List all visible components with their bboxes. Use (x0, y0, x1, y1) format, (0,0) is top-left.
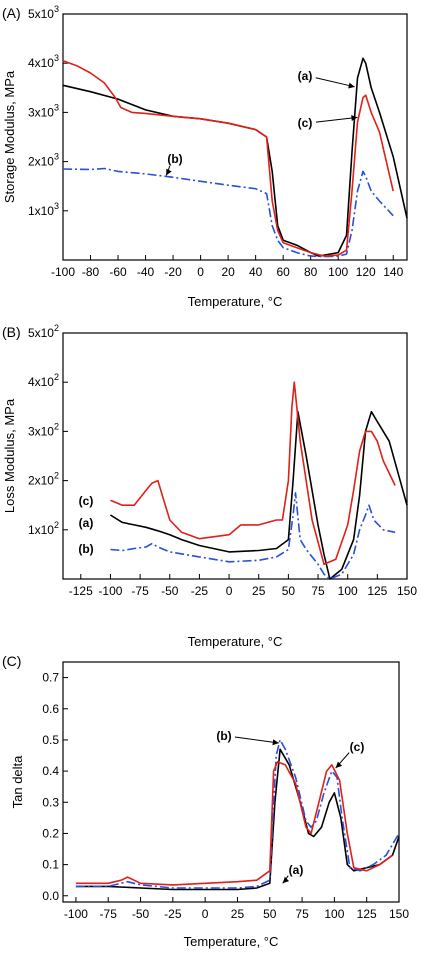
series-line-c (110, 381, 396, 566)
y-tick-label: 5x102 (28, 323, 59, 340)
series-line-b (110, 492, 396, 580)
x-tick-label: 0 (197, 265, 204, 279)
y-tick-label: 0.6 (42, 702, 59, 716)
y-axis-title: Tan delta (10, 755, 25, 809)
x-tick-label: -25 (191, 584, 209, 598)
y-tick-label: 0.4 (42, 764, 59, 778)
x-tick-label: 50 (282, 584, 296, 598)
plot-frame (62, 13, 408, 261)
annotation-arrowhead (351, 114, 358, 121)
annotation-arrow (315, 116, 358, 123)
x-tick-label: -100 (98, 584, 122, 598)
series-line-c (75, 760, 393, 886)
x-tick-label: 120 (356, 265, 376, 279)
curve-label: (c) (298, 116, 313, 130)
y-tick-label: 0.1 (42, 858, 59, 872)
x-tick-label: 20 (221, 265, 235, 279)
curve-label: (a) (79, 516, 94, 530)
y-tick-label: 0.2 (42, 826, 59, 840)
x-tick-label: -100 (51, 265, 75, 279)
x-tick-label: -50 (132, 907, 150, 921)
y-tick-label: 5x103 (28, 4, 59, 21)
chart-panel-1: -100 -80 -60 -40 -20 0 20 40 60 80 100 120 140 1x103 2… (2, 4, 408, 309)
series-line-c (62, 59, 394, 257)
series-line-a (109, 410, 408, 580)
y-tick-label: 0.3 (42, 795, 59, 809)
x-tick-label: 25 (252, 584, 266, 598)
annotation-arrowhead (272, 739, 279, 746)
x-tick-label: 0 (202, 907, 209, 921)
y-tick-label: 3x103 (28, 102, 59, 119)
y-tick-label: 4x103 (28, 53, 59, 70)
chart-panel-3: -100 -75 -50 -25 0 25 50 75 100 125 150 0.0 0.1 0.2 0.… (2, 653, 409, 949)
x-tick-label: 75 (295, 907, 309, 921)
curve-label: (a) (298, 69, 313, 83)
x-tick-label: 150 (397, 584, 417, 598)
x-axis-title: Temperature, °C (188, 634, 283, 649)
x-tick-label: 0 (226, 584, 233, 598)
x-tick-label: 150 (389, 907, 409, 921)
x-tick-label: -100 (64, 907, 88, 921)
annotation-arrowhead (166, 168, 172, 176)
x-axis-title: Temperature, °C (184, 934, 279, 949)
x-tick-label: -75 (100, 907, 118, 921)
annotation-arrowhead (282, 876, 290, 884)
y-tick-label: 2x103 (28, 152, 59, 169)
x-tick-label: 100 (328, 265, 348, 279)
x-tick-label: -50 (161, 584, 179, 598)
y-tick-label: 1x102 (28, 520, 59, 537)
curve-label: (c) (79, 494, 94, 508)
series-line-b (62, 167, 394, 258)
series-line-b (75, 739, 400, 889)
x-tick-label: 75 (311, 584, 325, 598)
y-axis-title: Storage Modulus, MPa (2, 70, 17, 203)
curve-label: (c) (350, 740, 365, 754)
x-tick-label: 100 (324, 907, 344, 921)
curve-label: (b) (167, 152, 182, 166)
y-tick-label: 2x102 (28, 471, 59, 488)
x-tick-label: 80 (304, 265, 318, 279)
x-tick-label: 25 (231, 907, 245, 921)
x-axis-title: Temperature, °C (188, 294, 283, 309)
curve-label: (a) (289, 863, 304, 877)
x-tick-label: 40 (249, 265, 263, 279)
annotation-arrowhead (335, 761, 343, 768)
annotation-arrow (234, 736, 279, 744)
x-tick-label: -125 (69, 584, 93, 598)
x-tick-label: -40 (137, 265, 155, 279)
y-tick-label: 0.5 (42, 733, 59, 747)
x-tick-label: -60 (109, 265, 127, 279)
x-tick-label: -80 (82, 265, 100, 279)
x-tick-label: 60 (276, 265, 290, 279)
curve-label: (b) (78, 542, 93, 556)
x-tick-label: 125 (367, 584, 387, 598)
x-tick-label: 50 (263, 907, 277, 921)
x-tick-label: -20 (164, 265, 182, 279)
x-tick-label: 140 (383, 265, 403, 279)
plot-frame (62, 661, 400, 903)
y-axis-title: Loss Modulus, MPa (2, 398, 17, 513)
panel-label: (A) (2, 5, 21, 21)
y-tick-label: 3x102 (28, 421, 59, 438)
curve-label: (b) (216, 729, 231, 743)
y-tick-label: 1x103 (28, 201, 59, 218)
x-tick-label: -75 (131, 584, 149, 598)
y-tick-label: 0.7 (42, 671, 59, 685)
y-tick-label: 4x102 (28, 372, 59, 389)
annotation-arrowhead (348, 82, 355, 89)
annotation-arrow (315, 77, 355, 88)
panel-label: (C) (2, 653, 21, 669)
x-tick-label: -25 (164, 907, 182, 921)
y-tick-label: 0.0 (42, 889, 59, 903)
x-tick-label: 100 (338, 584, 358, 598)
x-tick-label: 125 (357, 907, 377, 921)
plot-frame (62, 332, 408, 580)
chart-panel-2: -125 -100 -75 -50 -25 0 25 50 75 100 125 150 1x102 2x… (2, 323, 417, 649)
panel-label: (B) (2, 324, 21, 340)
